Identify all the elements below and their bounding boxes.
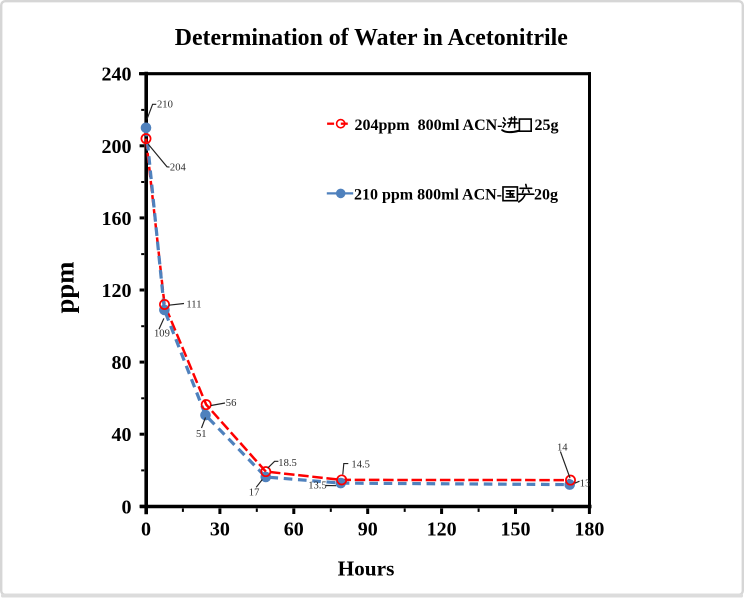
svg-text:80: 80 <box>112 352 132 374</box>
svg-text:40: 40 <box>112 424 132 446</box>
svg-text:56: 56 <box>226 398 237 409</box>
svg-text:0: 0 <box>141 519 151 541</box>
svg-text:ppm: ppm <box>50 262 80 314</box>
svg-text:20g: 20g <box>534 187 558 204</box>
svg-text:204: 204 <box>170 163 187 174</box>
svg-text:Hours: Hours <box>338 557 395 581</box>
svg-text:14.5: 14.5 <box>351 459 370 470</box>
svg-text:60: 60 <box>284 519 304 541</box>
svg-text:18.5: 18.5 <box>278 458 297 469</box>
svg-text:204ppm 800ml ACN-: 204ppm 800ml ACN- <box>355 117 503 134</box>
svg-text:120: 120 <box>102 280 132 302</box>
svg-text:109: 109 <box>154 329 170 340</box>
svg-text:210 ppm 800ml ACN-: 210 ppm 800ml ACN- <box>354 187 502 204</box>
svg-text:30: 30 <box>210 519 230 541</box>
svg-text:150: 150 <box>501 519 531 541</box>
svg-text:90: 90 <box>358 519 378 541</box>
svg-text:200: 200 <box>102 136 132 158</box>
svg-text:240: 240 <box>102 64 132 86</box>
svg-text:Determination of Water in Acet: Determination of Water in Acetonitrile <box>175 25 568 51</box>
svg-text:180: 180 <box>574 519 604 541</box>
svg-text:13.5: 13.5 <box>308 480 327 491</box>
svg-text:14: 14 <box>557 442 568 453</box>
svg-text:210: 210 <box>157 100 173 111</box>
svg-text:111: 111 <box>186 300 201 311</box>
svg-text:25g: 25g <box>535 117 559 134</box>
svg-text:160: 160 <box>102 208 132 230</box>
svg-text:51: 51 <box>196 429 207 440</box>
svg-text:120: 120 <box>427 519 457 541</box>
svg-text:17: 17 <box>249 487 260 498</box>
svg-text:0: 0 <box>122 496 132 518</box>
svg-text:13: 13 <box>580 478 591 489</box>
